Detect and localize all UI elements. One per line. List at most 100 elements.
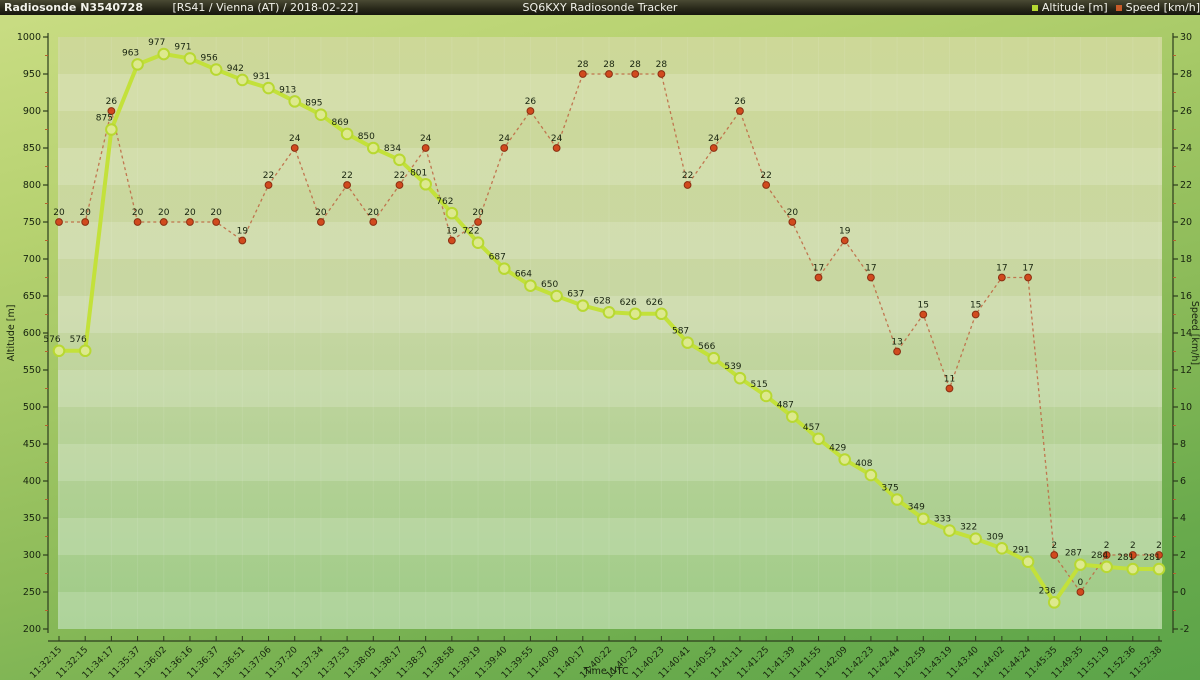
- app-title: SQ6KXY Radiosonde Tracker: [522, 1, 678, 14]
- speed-marker: [343, 181, 351, 189]
- speed-value-label: 17: [996, 264, 1007, 274]
- left-axis-title: Altitude [m]: [6, 305, 17, 362]
- speed-value-label: 20: [158, 208, 170, 218]
- left-axis-tick-label: 800: [23, 180, 41, 191]
- altitude-marker: [812, 432, 825, 446]
- plot-stripe-band: [58, 592, 1162, 629]
- altitude-marker: [655, 307, 668, 321]
- right-axis-tick-label: 4: [1180, 513, 1186, 524]
- altitude-value-label: 895: [305, 99, 322, 109]
- speed-value-label: 20: [787, 208, 799, 218]
- speed-marker: [1128, 551, 1137, 559]
- altitude-value-label: 687: [489, 253, 506, 263]
- speed-value-label: 2: [1051, 541, 1057, 551]
- speed-marker: [238, 236, 247, 245]
- altitude-value-label: 322: [960, 523, 977, 533]
- right-axis-tick-label: -2: [1180, 624, 1189, 635]
- altitude-value-label: 628: [593, 296, 610, 306]
- speed-marker: [631, 70, 640, 78]
- speed-value-label: 24: [708, 134, 720, 144]
- left-axis-tick-label: 200: [23, 624, 41, 635]
- altitude-marker: [916, 512, 930, 526]
- speed-value-label: 15: [918, 301, 929, 311]
- speed-value-label: 28: [577, 60, 589, 70]
- speed-value-label: 17: [1022, 264, 1033, 274]
- left-axis-tick-label: 600: [23, 328, 41, 339]
- altitude-marker: [445, 206, 459, 220]
- right-axis-tick-label: 6: [1180, 476, 1186, 487]
- left-axis-tick-label: 550: [23, 365, 41, 376]
- speed-marker: [369, 218, 378, 226]
- altitude-marker: [366, 141, 380, 155]
- speed-value-label: 24: [551, 134, 563, 144]
- speed-value-label: 20: [184, 208, 196, 218]
- speed-marker: [840, 236, 849, 245]
- speed-value-label: 2: [1104, 541, 1110, 551]
- speed-value-label: 11: [944, 375, 955, 385]
- altitude-value-label: 801: [410, 168, 427, 178]
- altitude-marker: [1126, 562, 1140, 576]
- speed-marker: [159, 218, 168, 226]
- speed-value-label: 28: [656, 60, 668, 70]
- plot-stripe-band: [58, 74, 1162, 111]
- left-axis-tick-label: 400: [23, 476, 41, 487]
- altitude-marker: [864, 468, 878, 482]
- altitude-value-label: 626: [646, 298, 663, 308]
- left-axis-tick-label: 650: [23, 291, 41, 302]
- altitude-value-label: 487: [777, 401, 794, 411]
- speed-marker: [788, 218, 797, 226]
- altitude-value-label: 566: [698, 342, 715, 352]
- left-axis-tick-label: 700: [23, 254, 41, 265]
- speed-value-label: 28: [603, 60, 615, 70]
- speed-marker: [447, 236, 456, 245]
- altitude-value-label: 291: [1012, 546, 1029, 556]
- altitude-marker: [890, 493, 904, 506]
- speed-marker: [212, 218, 221, 226]
- altitude-marker: [131, 58, 144, 71]
- header-bar: Radiosonde N3540728 [RS41 / Vienna (AT) …: [0, 0, 1200, 15]
- speed-value-label: 19: [446, 227, 458, 237]
- speed-marker: [709, 144, 718, 152]
- altitude-value-label: 408: [855, 459, 872, 469]
- altitude-marker: [995, 542, 1009, 555]
- speed-value-label: 22: [394, 171, 405, 181]
- x-axis-title: Time UTC: [582, 666, 628, 677]
- left-axis-tick-label: 1000: [17, 32, 41, 43]
- speed-value-label: 26: [525, 97, 537, 107]
- altitude-value-label: 963: [122, 48, 139, 58]
- speed-value-label: 20: [132, 208, 144, 218]
- speed-marker: [1024, 273, 1032, 282]
- speed-marker: [1102, 551, 1111, 559]
- altitude-marker: [393, 153, 406, 167]
- legend-item-altitude: Altitude [m]: [1031, 0, 1108, 15]
- altitude-value-label: 576: [70, 335, 87, 345]
- speed-marker: [317, 218, 325, 226]
- speed-value-label: 17: [865, 264, 876, 274]
- altitude-marker: [314, 108, 328, 121]
- speed-value-label: 2: [1156, 541, 1162, 551]
- speed-value-label: 20: [368, 208, 380, 218]
- speed-value-label: 20: [79, 208, 91, 218]
- altitude-value-label: 956: [201, 54, 218, 64]
- speed-marker: [395, 181, 404, 189]
- right-axis-tick-label: 12: [1180, 365, 1192, 376]
- altitude-value-label: 287: [1065, 549, 1082, 559]
- speed-value-label: 15: [970, 301, 981, 311]
- speed-value-label: 24: [499, 134, 511, 144]
- speed-marker: [971, 310, 980, 319]
- altitude-value-label: 977: [148, 38, 165, 48]
- altitude-value-label: 637: [567, 290, 584, 300]
- left-axis-tick-label: 900: [23, 106, 41, 117]
- altitude-marker: [52, 344, 66, 358]
- speed-value-label: 0: [1078, 578, 1084, 588]
- altitude-value-label: 284: [1091, 551, 1108, 561]
- altitude-value-label: 576: [43, 335, 60, 345]
- altitude-marker: [524, 279, 537, 292]
- plot-background: [58, 37, 1162, 629]
- speed-marker: [264, 181, 273, 189]
- altitude-value-label: 869: [332, 118, 349, 128]
- right-axis-tick-label: 26: [1180, 106, 1192, 117]
- altitude-marker: [681, 336, 694, 349]
- right-axis-tick-label: 20: [1180, 217, 1192, 228]
